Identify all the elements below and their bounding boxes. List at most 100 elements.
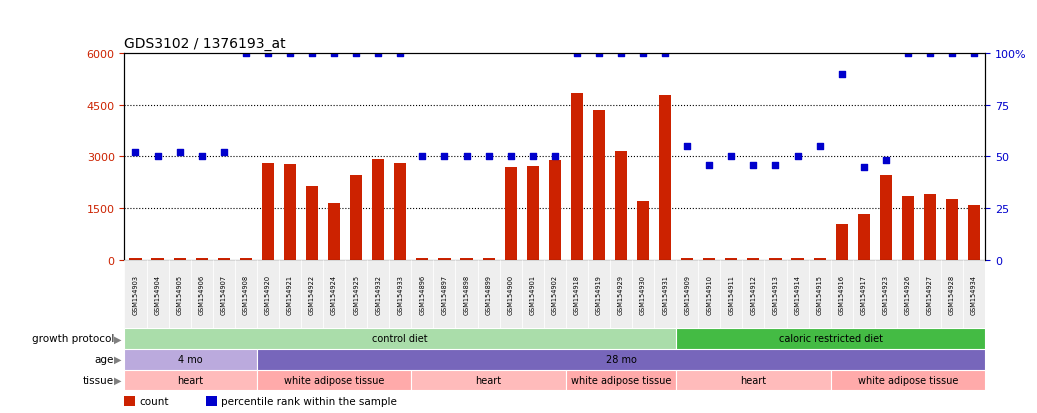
Text: GSM154917: GSM154917 <box>861 274 867 314</box>
Text: GSM154905: GSM154905 <box>176 274 183 314</box>
Bar <box>522 260 543 328</box>
Bar <box>852 260 875 328</box>
Text: GSM154908: GSM154908 <box>243 274 249 314</box>
Text: control diet: control diet <box>372 334 428 344</box>
Bar <box>240 258 252 260</box>
Bar <box>482 259 495 260</box>
Bar <box>460 259 473 260</box>
Point <box>392 50 409 57</box>
Text: GSM154932: GSM154932 <box>375 274 382 314</box>
Text: GSM154923: GSM154923 <box>882 274 889 314</box>
Text: GSM154911: GSM154911 <box>728 274 734 314</box>
Bar <box>946 200 958 260</box>
Bar <box>969 205 980 260</box>
Text: GSM154899: GSM154899 <box>485 274 492 314</box>
Bar <box>570 94 583 260</box>
Text: GSM154897: GSM154897 <box>442 274 447 314</box>
Point <box>656 50 673 57</box>
Bar <box>412 370 566 390</box>
Text: caloric restricted diet: caloric restricted diet <box>779 334 882 344</box>
Bar <box>146 260 169 328</box>
Bar <box>610 260 632 328</box>
Text: GSM154904: GSM154904 <box>155 274 161 314</box>
Point <box>811 143 828 150</box>
Text: heart: heart <box>476 375 502 385</box>
Bar <box>301 260 324 328</box>
Bar <box>173 258 186 260</box>
Bar <box>632 260 654 328</box>
Bar <box>124 328 676 349</box>
Bar <box>902 197 914 260</box>
Point <box>635 50 651 57</box>
Bar <box>769 259 782 260</box>
Bar <box>505 168 516 260</box>
Text: GSM154924: GSM154924 <box>331 274 337 314</box>
Bar <box>328 204 340 260</box>
Point <box>216 150 232 156</box>
Bar <box>345 260 367 328</box>
Point <box>856 164 872 171</box>
Bar <box>416 259 428 260</box>
Bar <box>676 328 985 349</box>
Text: GSM154933: GSM154933 <box>397 274 403 314</box>
Text: white adipose tissue: white adipose tissue <box>570 375 671 385</box>
Text: GSM154898: GSM154898 <box>464 274 470 314</box>
Bar <box>814 259 825 260</box>
Text: GSM154922: GSM154922 <box>309 274 315 314</box>
Bar <box>527 166 539 260</box>
Bar <box>279 260 301 328</box>
Point <box>546 154 563 160</box>
Point <box>347 50 364 57</box>
Point <box>149 154 166 160</box>
Text: GSM154910: GSM154910 <box>706 274 712 314</box>
Point <box>193 154 209 160</box>
Bar <box>367 260 389 328</box>
Text: GSM154896: GSM154896 <box>419 274 425 314</box>
Bar <box>831 260 852 328</box>
Point <box>965 50 982 57</box>
Bar <box>703 259 716 260</box>
Point <box>834 71 850 78</box>
Bar <box>858 214 870 260</box>
Bar <box>615 152 627 260</box>
Point <box>480 154 497 160</box>
Point <box>326 50 342 57</box>
Point <box>877 158 894 164</box>
Bar <box>543 260 566 328</box>
Bar <box>455 260 478 328</box>
Point <box>591 50 608 57</box>
Bar <box>500 260 522 328</box>
Bar <box>306 186 318 260</box>
Text: percentile rank within the sample: percentile rank within the sample <box>221 396 397 406</box>
Text: age: age <box>94 354 114 364</box>
Text: GSM154919: GSM154919 <box>596 274 601 314</box>
Text: GSM154915: GSM154915 <box>816 274 822 314</box>
Text: ▶: ▶ <box>114 375 121 385</box>
Bar <box>261 163 274 260</box>
Text: GSM154909: GSM154909 <box>684 274 691 314</box>
Bar <box>213 260 234 328</box>
Point <box>458 154 475 160</box>
Text: heart: heart <box>177 375 203 385</box>
Bar <box>412 260 433 328</box>
Point <box>613 50 629 57</box>
Bar <box>654 260 676 328</box>
Text: GSM154934: GSM154934 <box>971 274 977 314</box>
Text: GSM154929: GSM154929 <box>618 274 624 314</box>
Bar <box>660 96 671 260</box>
Text: count: count <box>140 396 169 406</box>
Text: 28 mo: 28 mo <box>606 354 637 364</box>
Bar <box>124 260 146 328</box>
Point <box>370 50 387 57</box>
Text: GSM154931: GSM154931 <box>663 274 668 314</box>
Bar <box>725 259 737 260</box>
Bar <box>257 370 412 390</box>
Bar <box>786 260 809 328</box>
Text: GSM154920: GSM154920 <box>264 274 271 314</box>
Point <box>414 154 430 160</box>
Point <box>237 50 254 57</box>
Bar <box>566 260 588 328</box>
Bar <box>389 260 412 328</box>
Point <box>679 143 696 150</box>
Point <box>128 150 144 156</box>
